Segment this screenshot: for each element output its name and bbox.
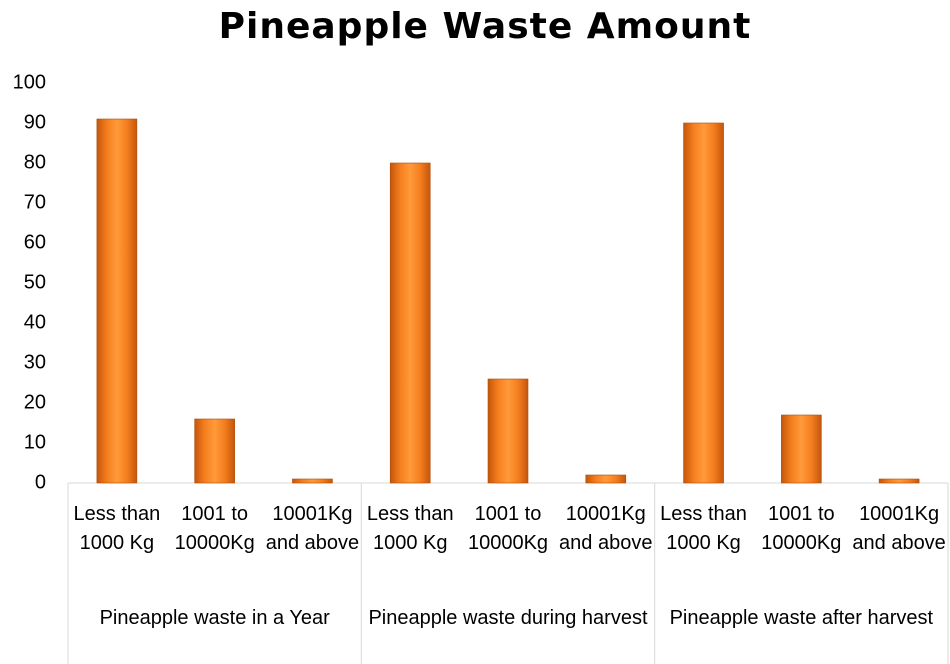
bar [585,474,627,484]
bar [781,414,822,484]
x-tick-label: 1001 to 10000Kg [174,503,255,554]
x-tick-label: 10001Kg and above [852,503,946,554]
bar [292,478,333,484]
group-label: Pineapple waste after harvest [669,607,934,629]
bar [96,118,138,484]
bar [487,378,529,484]
bar [878,478,920,484]
bar [194,418,235,484]
y-tick-label: 0 [35,471,46,493]
x-tick-label: 10001Kg and above [265,503,360,554]
group-label: Pineapple waste in a Year [99,607,330,629]
y-tick-label: 70 [24,191,46,213]
y-tick-label: 30 [24,351,46,373]
y-tick-label: 50 [24,271,46,293]
y-tick-label: 20 [24,391,46,413]
x-tick-label: Less than 1000 Kg [660,503,747,554]
x-tick-label: Less than 1000 Kg [366,503,454,554]
y-tick-label: 90 [24,111,46,133]
chart-title: Pineapple Waste Amount [219,6,752,47]
bar [389,162,431,484]
y-tick-label: 10 [24,431,46,453]
bar [683,122,724,484]
y-tick-label: 100 [13,71,46,93]
y-tick-label: 40 [24,311,46,333]
x-tick-label: 1001 to 10000Kg [761,503,842,554]
y-tick-label: 60 [24,231,46,253]
y-tick-label: 80 [24,151,46,173]
x-tick-label: 10001Kg and above [559,503,653,554]
x-tick-label: 1001 to 10000Kg [467,503,549,554]
x-tick-label: Less than 1000 Kg [73,503,161,554]
group-label: Pineapple waste during harvest [368,607,648,629]
